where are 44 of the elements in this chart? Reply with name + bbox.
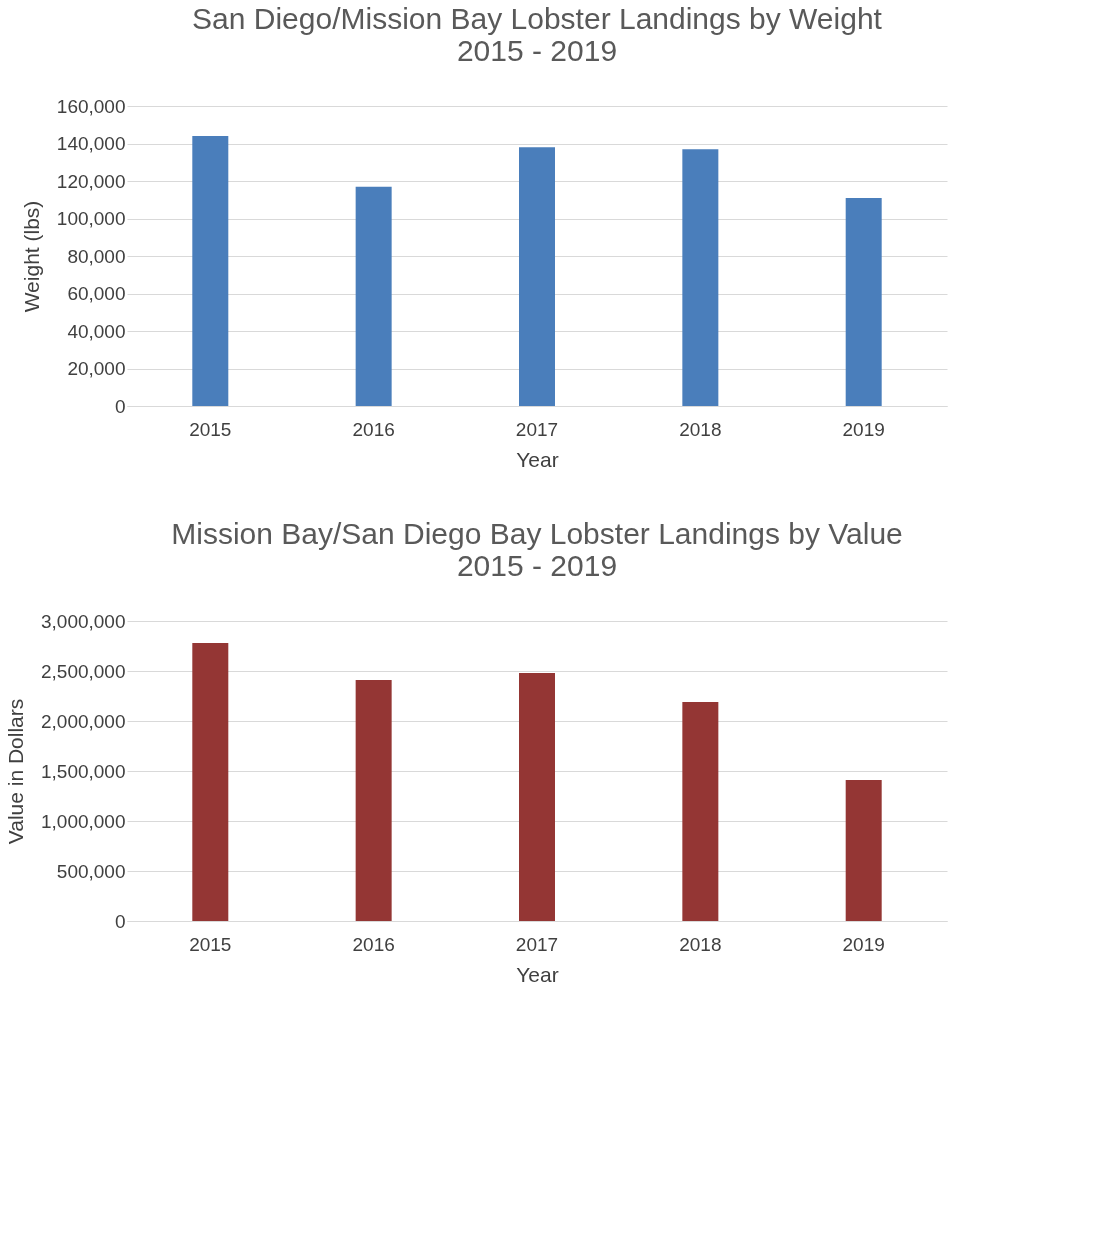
x-tick-label: 2017	[515, 418, 559, 440]
x-axis-title: Year	[516, 962, 559, 986]
x-axis-title: Year	[516, 447, 559, 471]
bar	[519, 673, 555, 921]
y-tick-label: 40,000	[67, 320, 126, 342]
x-tick-label: 2015	[189, 933, 232, 955]
bar	[682, 702, 719, 921]
y-tick-label: 1,000,000	[40, 810, 126, 832]
bar	[355, 680, 392, 921]
x-tick-label: 2016	[352, 933, 395, 955]
y-tick-label: 500,000	[56, 860, 126, 882]
y-tick-label: 2,000,000	[40, 710, 126, 732]
y-tick-label: 2,500,000	[40, 660, 126, 682]
bar	[192, 136, 229, 406]
x-tick-label: 2017	[515, 933, 559, 955]
x-tick-label: 2019	[842, 418, 885, 440]
bar	[682, 149, 719, 406]
y-tick-label: 20,000	[67, 358, 126, 379]
bar	[192, 643, 229, 921]
y-tick-label: 0	[114, 395, 126, 417]
bar	[845, 197, 882, 406]
y-tick-label: 3,000,000	[40, 610, 126, 632]
text: San Diego/Mission Bay Lobster Landings by Weight	[192, 2, 882, 35]
y-tick-label: 1,500,000	[40, 760, 126, 782]
bar	[519, 147, 555, 406]
y-tick-label: 100,000	[56, 208, 126, 229]
x-tick-label: 2016	[352, 418, 395, 440]
text: 2015 - 2019	[456, 549, 618, 582]
y-tick-label: 120,000	[56, 170, 126, 192]
y-tick-label: 140,000	[56, 133, 126, 154]
bar	[355, 186, 392, 406]
y-axis-title: Weight (lbs)	[19, 200, 43, 313]
text: 2015 - 2019	[456, 34, 618, 67]
x-tick-label: 2018	[679, 933, 722, 955]
y-tick-label: 160,000	[56, 95, 126, 117]
y-tick-label: 60,000	[67, 283, 126, 304]
y-tick-label: 80,000	[67, 245, 126, 267]
x-tick-label: 2018	[679, 418, 722, 440]
x-tick-label: 2015	[189, 418, 232, 440]
text: Mission Bay/San Diego Bay Lobster Landings by Value	[171, 517, 903, 550]
y-tick-label: 0	[114, 910, 126, 932]
x-tick-label: 2019	[842, 933, 885, 955]
bar	[845, 780, 882, 921]
y-axis-title: Value in Dollars	[3, 698, 27, 845]
